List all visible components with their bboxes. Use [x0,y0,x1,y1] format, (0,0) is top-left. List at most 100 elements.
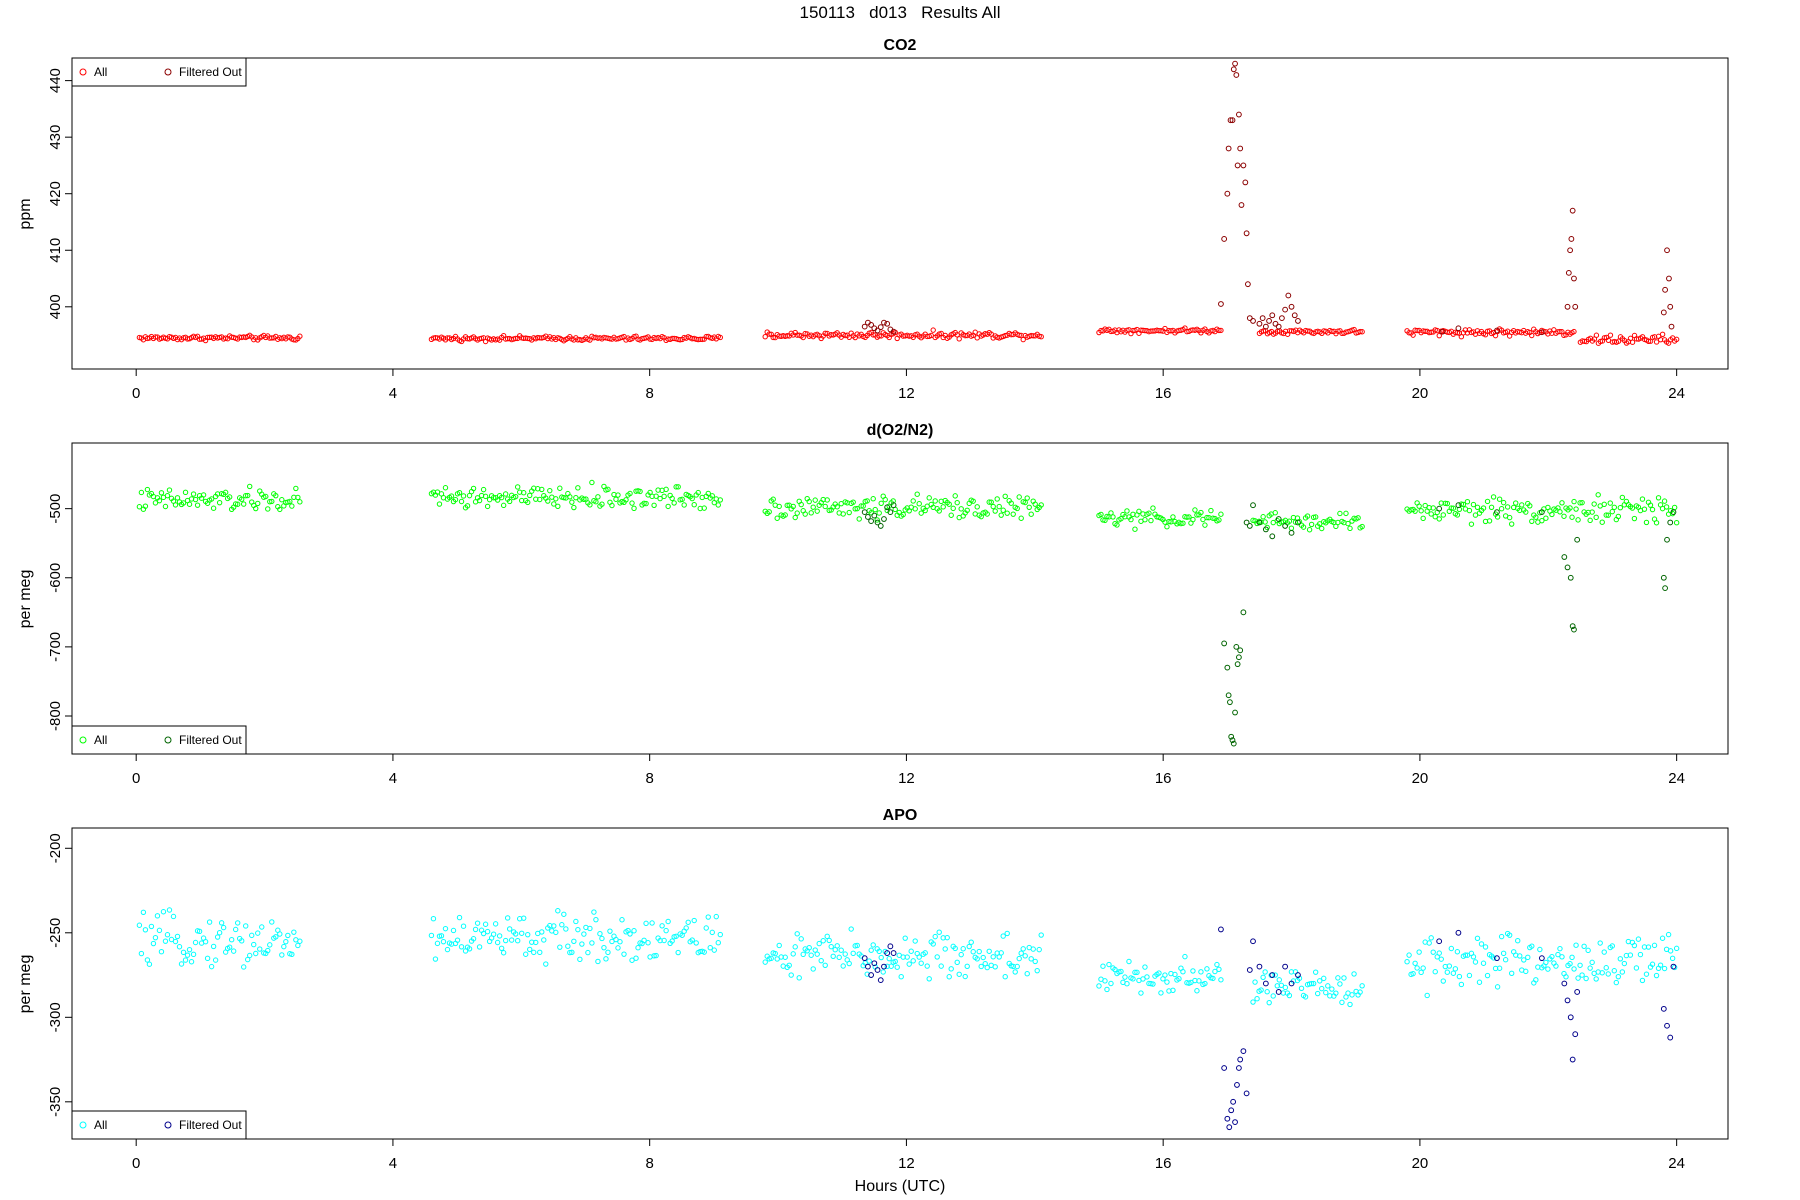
apo-point-all [523,951,529,957]
apo-point-all [986,948,992,954]
apo-point-all [454,937,461,943]
co2-legend-filtered-marker [164,68,172,76]
apo-point-filtered [1538,955,1545,962]
apo-point-all [946,974,952,980]
apo-point-filtered [1667,1034,1674,1041]
apo-point-all [279,952,285,958]
apo-point-all [243,923,249,929]
o2n2-point-all [1484,498,1491,505]
o2n2-point-all [166,487,173,493]
apo-point-all [1571,966,1577,972]
apo-point-all [840,963,846,969]
apo-y-axis: -200 -250 -300 -350 [47,833,72,1117]
o2n2-point-all [679,496,685,503]
o2n2-point-all [545,498,551,504]
apo-point-all [1347,1001,1353,1008]
o2n2-point-all [253,505,259,512]
co2-point-all [1218,327,1224,334]
apo-point-all [285,932,291,939]
apo-point-all [1164,979,1170,985]
apo-point-all [208,963,215,970]
apo-point-all [1212,968,1218,975]
o2n2-point-all [874,517,880,523]
apo-point-all [1529,943,1535,949]
o2n2-point-all [1587,517,1593,524]
apo-point-all [902,935,908,941]
co2-point-filtered [1244,281,1251,288]
apo-point-all [240,964,247,970]
o2n2-point-filtered [1295,519,1301,526]
o2n2-point-all [247,483,253,490]
o2n2-point-filtered [874,519,881,526]
apo-point-all [561,911,567,917]
o2n2-point-all [1164,524,1170,530]
co2-x-tick-label: 12 [898,385,915,402]
o2n2-x-tick-label: 20 [1412,770,1429,787]
o2n2-point-all [854,505,860,512]
o2n2-point-all [1440,512,1446,518]
o2n2-point-all [1539,517,1545,524]
o2n2-point-all [1571,498,1577,505]
apo-point-all [1359,983,1365,989]
co2-point-filtered [1668,323,1675,330]
apo-point-all [621,951,627,957]
co2-point-filtered [1229,117,1236,124]
co2-legend-all-marker [79,68,87,76]
apo-point-all [597,931,603,937]
o2n2-point-filtered [1232,709,1238,716]
o2n2-point-all [138,489,145,496]
apo-point-all [880,969,886,975]
apo-point-all [1446,963,1453,969]
o2n2-point-filtered [861,509,868,516]
apo-point-all [1627,952,1634,958]
o2n2-point-all [1355,515,1361,521]
apo-point-all [512,931,519,937]
o2n2-point-all [695,489,701,496]
apo-point-all [573,918,579,925]
apo-point-filtered [1234,1082,1240,1088]
apo-point-all [192,939,199,946]
apo-point-filtered [1436,938,1443,945]
co2-point-filtered [1266,318,1272,324]
apo-point-all [806,944,812,951]
co2-point-filtered [868,321,875,328]
o2n2-point-all [794,510,800,516]
apo-point-all [1661,965,1668,972]
apo-point-all [172,938,179,945]
co2-point-filtered [874,327,881,334]
apo-point-all [1258,987,1264,993]
o2n2-point-filtered [1564,564,1571,571]
co2-point-filtered [1262,323,1269,330]
apo-point-all [934,954,940,960]
apo-point-all [1605,971,1611,977]
co2-point-all [677,337,683,343]
o2n2-point-all [1519,502,1525,508]
o2n2-point-all [1432,514,1438,520]
o2n2-point-all [234,501,241,507]
apo-point-all [1490,955,1497,961]
o2n2-point-all [806,498,812,505]
o2n2-point-all [1611,504,1617,511]
o2n2-point-all [460,493,467,499]
o2n2-point-filtered [884,504,891,511]
apo-point-all [1270,993,1276,999]
co2-point-all [822,330,828,337]
apo-point-all [1669,955,1676,962]
o2n2-point-all [1661,498,1668,504]
o2n2-x-tick-label: 12 [898,770,915,787]
o2n2-point-filtered [1243,519,1250,526]
co2-legend-box [71,57,247,87]
co2-point-filtered [1569,207,1576,214]
apo-point-all [824,933,830,940]
co2-point-all [1260,328,1267,334]
o2n2-point-all [663,486,669,493]
o2n2-point-all [571,504,577,511]
o2n2-point-all [998,512,1004,518]
apo-point-all [1545,966,1551,972]
apo-point-all [1198,969,1204,975]
o2n2-point-all [1500,499,1507,506]
apo-point-all [295,942,301,949]
apo-point-all [571,938,577,944]
o2n2-point-all [609,502,615,509]
o2n2-point-all [986,499,992,505]
